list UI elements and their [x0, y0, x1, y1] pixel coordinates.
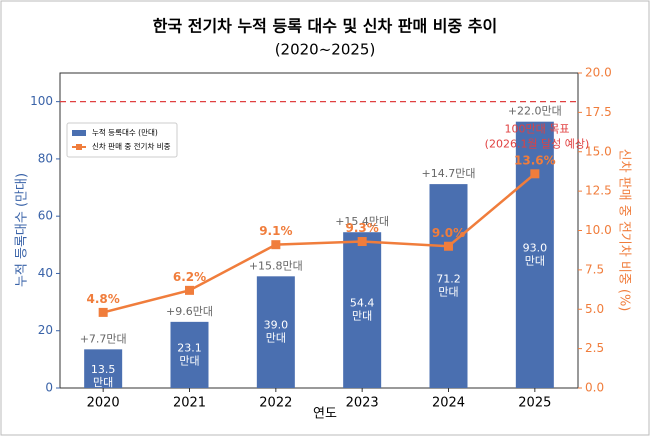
line-marker [271, 240, 281, 250]
y-tick-label: 40 [38, 266, 53, 280]
bar-value-label: 93.0 만대 [523, 241, 548, 267]
legend: 누적 등록대수 (만대) 신차 판매 중 전기차 비중 [66, 122, 178, 158]
y2-tick-label: 2.5 [585, 341, 604, 355]
y-tick-label: 60 [38, 209, 53, 223]
y2-tick-label: 12.5 [585, 184, 612, 198]
y-tick-label: 20 [38, 323, 53, 337]
increment-label: +7.7만대 [80, 332, 127, 345]
legend-label: 신차 판매 중 전기차 비중 [92, 141, 171, 151]
bar [256, 276, 295, 388]
bar [170, 321, 209, 388]
x-tick-label: 2021 [173, 396, 206, 411]
chart-title: 한국 전기차 누적 등록 대수 및 신차 판매 비중 추이 [153, 17, 498, 36]
reference-label: 100만대 목표 (2026.1월 달성 예상) [485, 123, 590, 151]
bar [429, 184, 468, 388]
chart-subtitle: (2020~2025) [275, 41, 376, 59]
bar-value-label: 23.1 만대 [177, 341, 202, 367]
line-marker [530, 169, 540, 179]
x-tick-label: 2022 [259, 396, 292, 411]
bar [343, 232, 382, 388]
y2-tick-label: 5.0 [585, 302, 604, 316]
y2-tick-label: 10.0 [585, 223, 612, 237]
increment-label: +15.4만대 [335, 215, 389, 228]
bar [515, 121, 554, 388]
increment-label: +9.6만대 [166, 305, 213, 318]
y2-axis-label: 신차 판매 중 전기차 비중 (%) [617, 149, 632, 312]
line-value-label: 13.6% [514, 153, 556, 167]
line-marker [98, 307, 108, 317]
y-tick-label: 80 [38, 151, 53, 165]
line-value-label: 4.8% [87, 292, 120, 306]
y-tick-label: 0 [45, 381, 53, 395]
x-tick-label: 2020 [87, 396, 120, 411]
bar [84, 349, 123, 388]
line-value-label: 6.2% [173, 270, 206, 284]
increment-label: +22.0만대 [508, 105, 562, 118]
legend-box [66, 122, 178, 158]
bar-value-label: 71.2 만대 [436, 273, 461, 299]
y2-tick-label: 15.0 [585, 144, 612, 158]
legend-swatch [76, 144, 82, 150]
y2-tick-label: 20.0 [585, 66, 612, 80]
x-tick-label: 2023 [346, 396, 379, 411]
line-marker [185, 285, 194, 295]
x-tick-label: 2025 [518, 396, 551, 411]
bar-value-label: 13.5 만대 [91, 363, 116, 389]
line-value-label: 9.3% [346, 221, 379, 235]
bar-value-label: 54.4 만대 [350, 297, 375, 323]
line-marker [357, 237, 367, 247]
legend-swatch [72, 130, 86, 136]
line [102, 172, 536, 314]
x-tick-label: 2024 [432, 396, 465, 411]
y-tick-label: 100 [30, 94, 53, 108]
y2-tick-label: 7.5 [585, 262, 604, 276]
y2-tick-label: 17.5 [585, 105, 612, 119]
line-value-label: 9.1% [259, 224, 292, 238]
line-marker [444, 241, 453, 251]
legend-label: 누적 등록대수 (만대) [92, 127, 158, 137]
increment-label: +14.7만대 [422, 167, 476, 180]
x-axis-label: 연도 [313, 407, 337, 422]
bar-value-label: 39.0 만대 [264, 319, 289, 345]
line-value-label: 9.0% [432, 226, 465, 240]
y-axis-label: 누적 등록대수 (만대) [15, 173, 30, 287]
y2-tick-label: 0.0 [585, 381, 604, 395]
increment-label: +15.8만대 [249, 259, 303, 272]
